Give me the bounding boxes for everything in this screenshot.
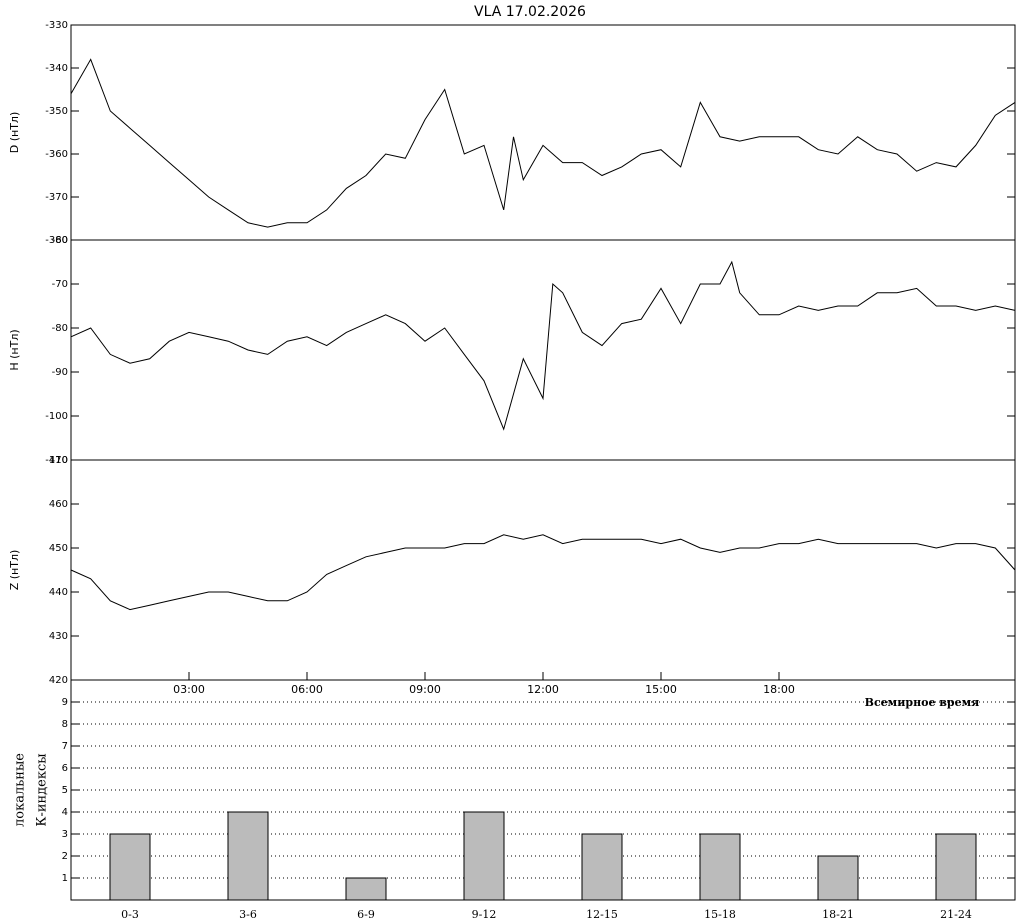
y-tick-label: 420 (49, 675, 68, 686)
y-axis-label: Z (нТл) (8, 550, 21, 591)
y-axis-label: локальные (13, 753, 28, 827)
y-axis-label: К-индексы (35, 753, 50, 826)
bar (817, 855, 859, 901)
x-tick-label: 0-3 (121, 908, 139, 921)
y-tick-label: -110 (45, 455, 68, 466)
plot-frame (70, 459, 1016, 681)
y-tick-label: -380 (45, 235, 68, 246)
y-tick-label: 6 (62, 763, 68, 774)
y-tick-label: 3 (62, 829, 68, 840)
chart-title: VLA 17.02.2026 (474, 4, 586, 20)
data-line (70, 58, 1016, 228)
y-tick-label: 440 (49, 587, 68, 598)
y-tick-label: 470 (49, 455, 68, 466)
x-tick-label: 18-21 (822, 908, 854, 921)
y-tick-label: -60 (52, 235, 68, 246)
x-tick-label: 06:00 (291, 683, 323, 696)
x-tick-label: 15-18 (704, 908, 736, 921)
y-tick-label: -350 (45, 106, 68, 117)
data-line (70, 260, 1016, 431)
x-axis-label: Всемирное время (865, 696, 980, 709)
y-tick-label: 5 (62, 785, 68, 796)
x-tick-label: 09:00 (409, 683, 441, 696)
x-tick-label: 9-12 (472, 908, 497, 921)
plot-frame (70, 239, 1016, 461)
x-tick-label: 18:00 (763, 683, 795, 696)
y-tick-label: 1 (62, 873, 68, 884)
y-tick-label: 8 (62, 719, 68, 730)
y-tick-label: 9 (62, 697, 68, 708)
bar (227, 811, 269, 901)
y-tick-label: 460 (49, 499, 68, 510)
y-tick-label: -330 (45, 20, 68, 31)
y-tick-label: 450 (49, 543, 68, 554)
y-tick-label: -360 (45, 149, 68, 160)
y-tick-label: -340 (45, 63, 68, 74)
y-tick-label: 2 (62, 851, 68, 862)
y-axis-label: H (нТл) (8, 329, 21, 370)
bar (581, 833, 623, 901)
y-tick-label: 430 (49, 631, 68, 642)
y-tick-label: 7 (62, 741, 68, 752)
x-tick-label: 3-6 (239, 908, 257, 921)
bar (463, 811, 505, 901)
y-tick-label: -370 (45, 192, 68, 203)
bar (935, 833, 977, 901)
y-tick-label: -90 (52, 367, 68, 378)
y-axis-label: D (нТл) (8, 112, 21, 154)
x-tick-label: 6-9 (357, 908, 375, 921)
x-tick-label: 12:00 (527, 683, 559, 696)
x-tick-label: 15:00 (645, 683, 677, 696)
y-tick-label: -80 (52, 323, 68, 334)
y-tick-label: -100 (45, 411, 68, 422)
y-tick-label: 4 (62, 807, 68, 818)
plot-frame (70, 24, 1016, 241)
data-line (70, 534, 1016, 611)
y-tick-label: -70 (52, 279, 68, 290)
bar (699, 833, 741, 901)
bar (109, 833, 151, 901)
x-tick-label: 21-24 (940, 908, 972, 921)
x-tick-label: 03:00 (173, 683, 205, 696)
bar (345, 877, 387, 901)
x-tick-label: 12-15 (586, 908, 618, 921)
